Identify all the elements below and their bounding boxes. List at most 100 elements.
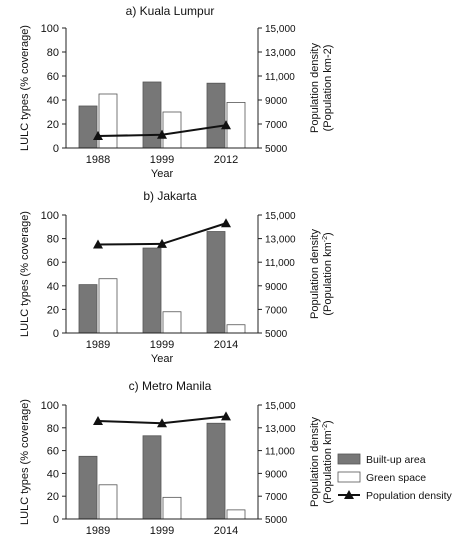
left-tick-label: 40 [47, 281, 59, 293]
x-tick-label: 1999 [150, 339, 174, 351]
legend-label: Built-up area [366, 454, 426, 466]
population-density-point-1999 [157, 238, 167, 248]
right-tick-label: 15,000 [265, 211, 296, 222]
left-tick-label: 0 [53, 514, 59, 526]
left-tick-label: 20 [47, 491, 59, 503]
x-axis-label: Year [151, 353, 174, 365]
green-space-bar-1999 [162, 111, 182, 149]
left-tick-label: 100 [41, 210, 59, 222]
built-up-bar-1988 [78, 105, 98, 149]
right-tick-label: 15,000 [265, 24, 296, 35]
y2-axis-label-close: ) [322, 420, 334, 424]
right-tick-label: 5000 [265, 515, 288, 526]
left-tick-label: 60 [47, 71, 59, 83]
y-axis-label: LULC types (% coverage) [19, 399, 31, 525]
left-tick-label: 100 [41, 400, 59, 412]
left-tick-label: 80 [47, 47, 59, 59]
left-tick-label: 60 [47, 446, 59, 458]
chart-title: c) Metro Manila [129, 379, 212, 393]
right-tick-label: 9000 [265, 96, 288, 107]
left-tick-label: 20 [47, 304, 59, 316]
legend-swatch-triangle [344, 490, 354, 499]
x-tick-label: 1999 [150, 154, 174, 166]
x-tick-label: 1989 [86, 339, 110, 351]
built-up-bar-2014 [206, 231, 226, 334]
right-tick-label: 13,000 [265, 48, 296, 59]
x-tick-label: 1999 [150, 525, 174, 537]
left-tick-label: 40 [47, 468, 59, 480]
left-tick-label: 20 [47, 119, 59, 131]
chart-title: b) Jakarta [143, 189, 197, 203]
population-density-point-1989 [93, 239, 103, 249]
right-tick-label: 15,000 [265, 401, 296, 412]
green-space-bar-2014 [226, 324, 246, 334]
y2-axis-label-line2: (Population km-2) [322, 232, 334, 315]
green-space-bar-2014 [226, 509, 246, 520]
legend-label: Population density [366, 490, 453, 502]
y2-axis-label-main: (Population km-2) [322, 45, 334, 132]
right-tick-label: 9000 [265, 282, 288, 293]
green-space-bar-1999 [162, 311, 182, 334]
y2-axis-label-sup: -2 [322, 236, 329, 242]
x-tick-label: 2012 [214, 154, 238, 166]
right-tick-label: 5000 [265, 144, 288, 155]
built-up-bar-2012 [206, 82, 226, 149]
right-tick-label: 7000 [265, 492, 288, 503]
left-tick-label: 40 [47, 95, 59, 107]
green-space-bar-2012 [226, 102, 246, 149]
y2-axis-label-line2: (Population km-2) [322, 45, 334, 132]
y2-axis-label-main: (Population km [322, 242, 334, 315]
population-density-point-2014 [221, 218, 231, 228]
right-tick-label: 5000 [265, 329, 288, 340]
x-tick-label: 1988 [86, 154, 110, 166]
right-tick-label: 11,000 [265, 258, 295, 269]
population-density-point-1999 [157, 418, 167, 428]
built-up-bar-1999 [142, 435, 162, 520]
y2-axis-label-close: ) [322, 232, 334, 236]
population-density-point-1988 [93, 131, 103, 140]
left-tick-label: 0 [53, 328, 59, 340]
x-tick-label: 2014 [214, 339, 238, 351]
y2-axis-label-line1: Population density [309, 417, 321, 507]
built-up-bar-2014 [206, 422, 226, 520]
legend: Built-up area Green space Population densi… [337, 453, 453, 502]
left-tick-label: 60 [47, 257, 59, 269]
left-tick-label: 80 [47, 234, 59, 246]
chart-panel-2: b) Jakarta 0 20 40 60 80 100 5000 7000 9000 11,000… [19, 189, 334, 365]
legend-label: Green space [366, 472, 426, 484]
right-tick-label: 9000 [265, 469, 288, 480]
population-density-point-2014 [221, 411, 231, 421]
y2-axis-label-main: (Population km [322, 430, 334, 503]
chart-panel-1: a) Kuala Lumpur 0 20 40 60 80 100 5000 7000 9000 1… [19, 4, 334, 180]
x-tick-label: 1989 [86, 525, 110, 537]
right-tick-label: 11,000 [265, 447, 295, 458]
chart-title: a) Kuala Lumpur [126, 4, 215, 18]
y-axis-label: LULC types (% coverage) [19, 211, 31, 337]
green-space-bar-1999 [162, 496, 182, 520]
chart-panel-3: c) Metro Manila 0 20 40 60 80 100 5000 7000 9000 1… [19, 379, 334, 537]
right-tick-label: 13,000 [265, 424, 296, 435]
left-tick-label: 80 [47, 423, 59, 435]
y2-axis-label-sup: -2 [322, 424, 329, 430]
y2-axis-label-line1: Population density [309, 43, 321, 133]
population-density-point-2012 [221, 120, 231, 130]
built-up-bar-1999 [142, 247, 162, 334]
left-tick-label: 0 [53, 143, 59, 155]
right-tick-label: 11,000 [265, 72, 295, 83]
built-up-bar-1989 [78, 455, 98, 520]
green-space-bar-1989 [98, 484, 118, 520]
y2-axis-label-line2: (Population km-2) [322, 420, 334, 503]
right-tick-label: 7000 [265, 120, 288, 131]
y-axis-label: LULC types (% coverage) [19, 25, 31, 151]
green-space-bar-1989 [98, 278, 118, 334]
right-tick-label: 13,000 [265, 235, 296, 246]
left-tick-label: 100 [41, 23, 59, 35]
right-tick-label: 7000 [265, 305, 288, 316]
population-density-point-1989 [93, 415, 103, 425]
x-axis-label: Year [151, 168, 174, 180]
legend-swatch-built-up [337, 453, 361, 465]
built-up-bar-1989 [78, 284, 98, 334]
y2-axis-label-line1: Population density [309, 229, 321, 319]
legend-swatch-green-space [337, 471, 361, 483]
